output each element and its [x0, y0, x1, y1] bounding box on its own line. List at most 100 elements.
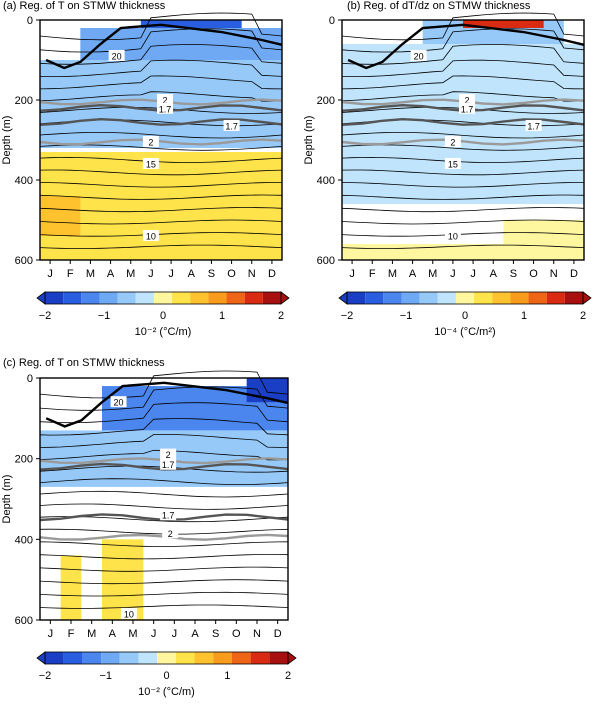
colorbar-swatch: [226, 292, 245, 304]
x-tick-label: M: [428, 268, 437, 280]
colorbar-swatch: [194, 652, 214, 664]
contour-label: 2: [148, 138, 153, 148]
colorbar-tick-label: 2: [580, 310, 586, 322]
contour-line: [39, 169, 283, 176]
contour-label-box: [120, 607, 137, 619]
colorbar-frame: [346, 291, 584, 305]
contour-label: 20: [114, 398, 124, 408]
x-tick-label: D: [274, 628, 282, 640]
contour-line: [39, 44, 283, 65]
colorbar: −2 −1 0 1 2 10⁻⁴ (°C/m²): [338, 291, 592, 338]
x-tick-label: J: [151, 628, 157, 640]
contour-line: [341, 169, 585, 176]
colorbar-swatch: [63, 292, 82, 304]
x-tick-label: M: [388, 268, 397, 280]
colorbar-arrow-right: [582, 291, 592, 305]
pv-contour-2: [39, 138, 283, 146]
contour-line: [39, 402, 289, 424]
colorbar-swatch: [63, 652, 83, 664]
contour-line: [341, 59, 585, 77]
colorbar-swatch: [45, 292, 64, 304]
x-tick-label: A: [409, 268, 417, 280]
contour-label-box: [157, 94, 174, 105]
y-tick-label: 600: [317, 255, 335, 267]
contour-label-box: [160, 509, 177, 521]
contour-label-box: [223, 120, 240, 131]
contour-line: [39, 386, 289, 411]
y-tick-label: 600: [15, 255, 33, 267]
colorbar-swatch: [231, 652, 251, 664]
heatmap-cell: [40, 196, 81, 236]
heatmap-cell: [503, 220, 584, 260]
x-tick-label: A: [490, 268, 498, 280]
colorbar-tick-label: −2: [341, 310, 354, 322]
contour-line: [341, 194, 585, 200]
contour-line: [341, 12, 585, 41]
colorbar-tick-label: −1: [400, 310, 413, 322]
contour-label-box: [444, 136, 461, 147]
colorbar-tick-label: 1: [521, 310, 527, 322]
colorbar-swatch: [213, 652, 232, 664]
x-tick-label: J: [48, 628, 54, 640]
contour-label-box: [525, 120, 542, 131]
contour-line: [341, 244, 585, 249]
contour-line: [341, 28, 585, 53]
panel-title: (a) Reg. of T on STMW thickness: [3, 0, 166, 12]
x-tick-label: J: [349, 268, 355, 280]
mixed-layer-line: [347, 23, 585, 70]
contour-label-box: [459, 94, 476, 105]
colorbar-swatch: [492, 292, 511, 304]
colorbar-swatch: [510, 292, 529, 304]
x-tick-label: J: [168, 268, 174, 280]
contour-label-box: [157, 102, 174, 114]
y-tick-label: 400: [317, 175, 335, 187]
contour-label: 1.7: [527, 122, 540, 132]
colorbar-swatch: [383, 292, 402, 304]
colorbar: −2 −1 0 1 2 10⁻² (°C/m): [36, 291, 290, 338]
contour-line: [39, 370, 289, 399]
x-tick-label: A: [107, 268, 115, 280]
y-tick-label: 400: [15, 175, 33, 187]
colorbar-swatch: [347, 292, 366, 304]
colorbar-tick-label: −1: [99, 670, 112, 682]
colorbar-swatch: [117, 292, 136, 304]
contour-label: 20: [414, 52, 424, 62]
colorbar-swatch: [546, 292, 565, 304]
plot-frame: [39, 19, 283, 261]
colorbar-swatch: [99, 292, 118, 304]
plot-frame: [39, 377, 289, 621]
colorbar-frame: [44, 291, 282, 305]
heatmap-cell: [40, 152, 282, 260]
contour-label: 10: [146, 232, 156, 242]
colorbar-swatch: [528, 292, 547, 304]
contour-label-box: [160, 448, 177, 460]
colorbar-swatch: [101, 652, 120, 664]
colorbar-swatch: [474, 292, 493, 304]
contour-line: [39, 604, 289, 609]
contour-line: [341, 232, 585, 237]
contour-label: 1.7: [162, 460, 175, 470]
colorbar-tick-label: −2: [39, 670, 52, 682]
y-tick-label: 200: [15, 454, 33, 466]
contour-line: [341, 207, 585, 213]
contour-label: 1.7: [461, 104, 474, 114]
pv-contour-1-7: [39, 117, 283, 126]
contour-line: [341, 91, 585, 102]
colorbar-tick-label: 2: [285, 670, 291, 682]
contour-line: [341, 182, 584, 188]
y-tick-label: 200: [317, 95, 335, 107]
x-tick-label: M: [126, 268, 135, 280]
contour-label-box: [110, 396, 127, 408]
x-tick-label: F: [67, 268, 74, 280]
contour-line: [39, 591, 289, 597]
colorbar-arrow-right: [287, 651, 297, 665]
contour-label: 10: [448, 232, 458, 242]
contour-line: [341, 219, 585, 225]
colorbar-frame: [44, 651, 289, 665]
colorbar-swatch: [401, 292, 420, 304]
pv-contour-1-7: [341, 117, 585, 126]
heatmap-cell: [60, 555, 82, 620]
contour-label-box: [444, 230, 461, 241]
